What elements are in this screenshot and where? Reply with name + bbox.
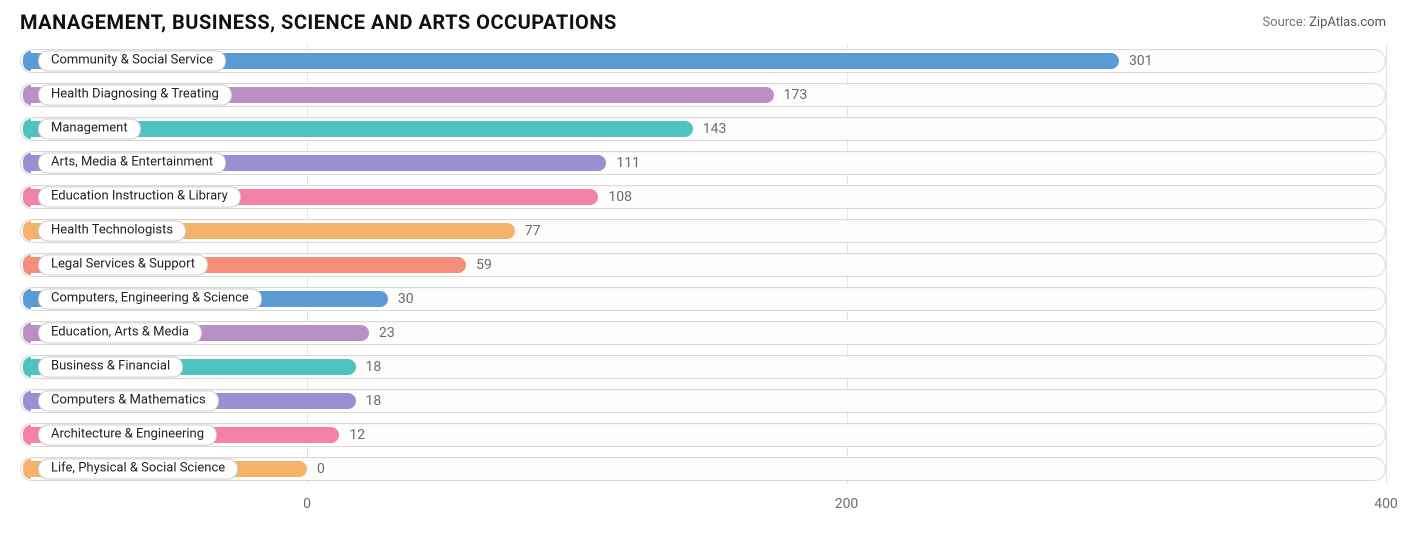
bar-value: 30 xyxy=(398,291,414,307)
bar-label: Health Diagnosing & Treating xyxy=(38,85,232,106)
bar-row: Architecture & Engineering 12 xyxy=(20,418,1386,452)
x-tick: 400 xyxy=(1374,496,1398,512)
bar-label: Arts, Media & Entertainment xyxy=(38,153,226,174)
bar-row: Computers, Engineering & Science 30 xyxy=(20,282,1386,316)
bar-value: 108 xyxy=(608,189,632,205)
bar-label: Life, Physical & Social Science xyxy=(38,459,238,480)
source-site: ZipAtlas.com xyxy=(1309,15,1386,30)
bar-row: Education, Arts & Media 23 xyxy=(20,316,1386,350)
bar-row: Community & Social Service 301 xyxy=(20,44,1386,78)
bar-value: 18 xyxy=(366,359,382,375)
bar-label: Education, Arts & Media xyxy=(38,323,202,344)
bar-row: Life, Physical & Social Science 0 xyxy=(20,452,1386,486)
chart-title: MANAGEMENT, BUSINESS, SCIENCE AND ARTS O… xyxy=(20,10,617,34)
bar-value: 111 xyxy=(616,155,640,171)
x-tick: 200 xyxy=(835,496,859,512)
bar-row: Management 143 xyxy=(20,112,1386,146)
bar-row: Business & Financial 18 xyxy=(20,350,1386,384)
bar-row: Arts, Media & Entertainment 111 xyxy=(20,146,1386,180)
bar-label: Management xyxy=(38,119,141,140)
bar-rows: Community & Social Service 301 Health Diag… xyxy=(20,44,1386,486)
plot: Community & Social Service 301 Health Diag… xyxy=(20,44,1386,512)
bar-value: 0 xyxy=(317,461,325,477)
bar-label: Business & Financial xyxy=(38,357,183,378)
bar-value: 12 xyxy=(349,427,365,443)
x-axis: 0200400 xyxy=(20,488,1386,512)
bar-row: Health Technologists 77 xyxy=(20,214,1386,248)
bar-label: Health Technologists xyxy=(38,221,186,242)
source-label: Source: xyxy=(1262,15,1305,30)
bar-value: 59 xyxy=(476,257,492,273)
bar-label: Community & Social Service xyxy=(38,51,226,72)
bar-value: 23 xyxy=(379,325,395,341)
bar-value: 77 xyxy=(525,223,541,239)
bar-label: Education Instruction & Library xyxy=(38,187,241,208)
bar-label: Legal Services & Support xyxy=(38,255,208,276)
bar-value: 143 xyxy=(703,121,727,137)
bar-value: 173 xyxy=(784,87,808,103)
bar-row: Education Instruction & Library 108 xyxy=(20,180,1386,214)
bar-label: Computers, Engineering & Science xyxy=(38,289,262,310)
gridline xyxy=(1386,44,1387,484)
chart-area: Community & Social Service 301 Health Diag… xyxy=(0,40,1406,522)
bar-label: Computers & Mathematics xyxy=(38,391,219,412)
bar-value: 18 xyxy=(366,393,382,409)
x-tick: 0 xyxy=(303,496,311,512)
chart-header: MANAGEMENT, BUSINESS, SCIENCE AND ARTS O… xyxy=(0,0,1406,40)
chart-source: Source: ZipAtlas.com xyxy=(1262,15,1386,30)
bar-row: Computers & Mathematics 18 xyxy=(20,384,1386,418)
bar-row: Legal Services & Support 59 xyxy=(20,248,1386,282)
bar-label: Architecture & Engineering xyxy=(38,425,217,446)
bar-value: 301 xyxy=(1129,53,1153,69)
bar-row: Health Diagnosing & Treating 173 xyxy=(20,78,1386,112)
